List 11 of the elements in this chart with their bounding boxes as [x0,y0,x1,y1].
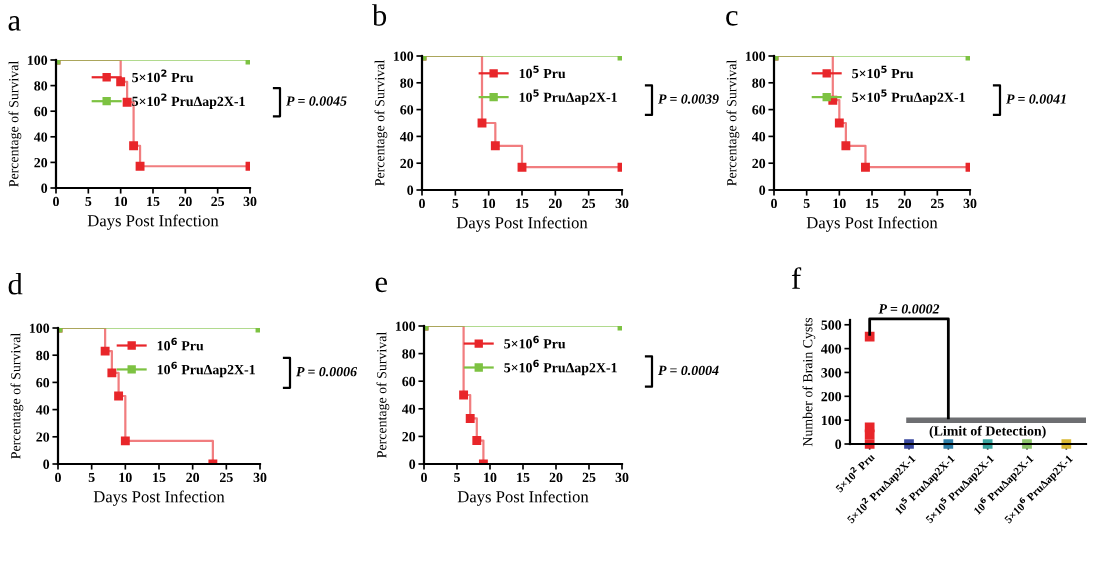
chart-title: b [372,4,387,26]
x-axis-title: Days Post Infection [806,216,938,232]
x-axis-title: Days Post Infection [457,490,589,506]
chart-title: f [791,267,802,289]
chart-title: a [8,16,21,31]
chart-title: c [726,10,738,26]
chart-title: e [375,277,387,293]
x-axis-title: Days Post Infection [93,490,225,506]
chart-title: d [8,273,23,295]
x-axis-title: Days Post Infection [87,214,219,230]
x-axis-title: Days Post Infection [456,216,588,232]
